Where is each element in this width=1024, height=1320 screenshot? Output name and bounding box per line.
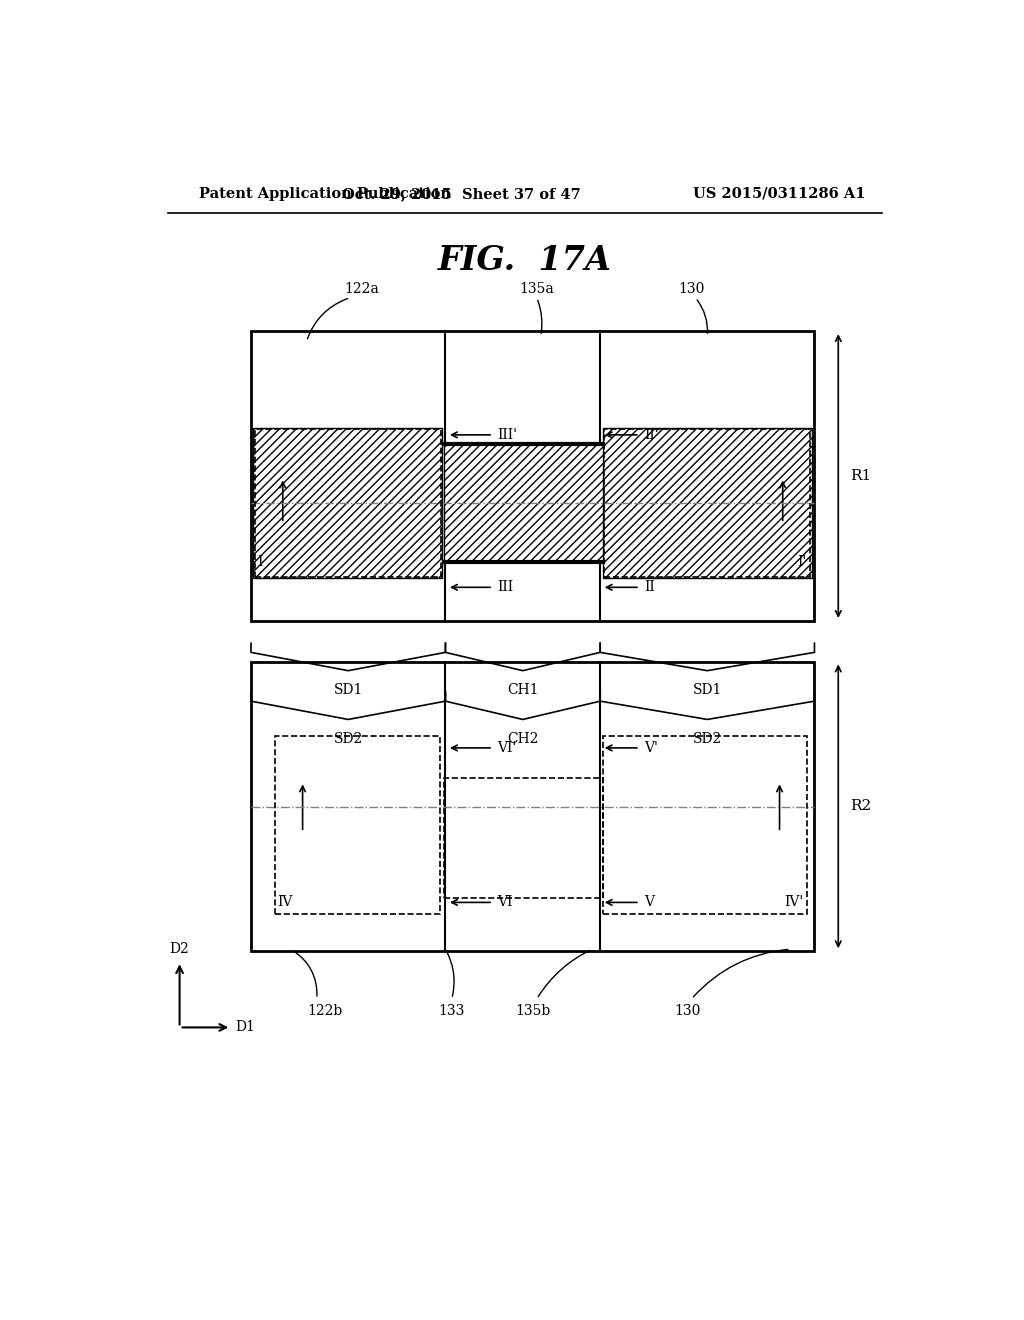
Text: SD2: SD2 bbox=[334, 733, 362, 746]
Text: 135a: 135a bbox=[519, 281, 554, 296]
Text: 130: 130 bbox=[678, 281, 705, 296]
Text: 130: 130 bbox=[674, 1005, 700, 1018]
Text: II': II' bbox=[644, 428, 658, 442]
Text: CH1: CH1 bbox=[507, 684, 539, 697]
Text: V: V bbox=[644, 895, 654, 909]
Text: IV': IV' bbox=[784, 895, 804, 908]
Text: CH2: CH2 bbox=[507, 733, 539, 746]
Text: V': V' bbox=[644, 741, 657, 755]
Text: SD1: SD1 bbox=[692, 684, 722, 697]
Bar bbox=[443, 444, 602, 562]
Text: 122a: 122a bbox=[345, 281, 380, 296]
Text: IV: IV bbox=[278, 895, 293, 908]
Text: 122b: 122b bbox=[307, 1005, 342, 1018]
Text: I': I' bbox=[798, 554, 807, 569]
Bar bbox=[251, 331, 814, 620]
Text: 133: 133 bbox=[438, 1005, 465, 1018]
Bar bbox=[443, 779, 602, 899]
Bar bbox=[602, 735, 807, 913]
Text: R1: R1 bbox=[850, 469, 871, 483]
Text: VI: VI bbox=[497, 895, 512, 909]
Text: II: II bbox=[644, 581, 654, 594]
Text: 135b: 135b bbox=[515, 1005, 550, 1018]
Bar bbox=[255, 429, 440, 577]
Text: III: III bbox=[497, 581, 513, 594]
Text: VI': VI' bbox=[497, 741, 516, 755]
Text: R2: R2 bbox=[850, 800, 871, 813]
Text: SD2: SD2 bbox=[692, 733, 722, 746]
Text: I: I bbox=[257, 554, 263, 569]
Text: Oct. 29, 2015  Sheet 37 of 47: Oct. 29, 2015 Sheet 37 of 47 bbox=[342, 187, 581, 201]
Bar bbox=[604, 429, 811, 577]
Text: D1: D1 bbox=[236, 1020, 255, 1035]
Bar bbox=[251, 661, 814, 952]
Bar bbox=[602, 428, 812, 578]
Text: SD1: SD1 bbox=[334, 684, 362, 697]
Bar bbox=[274, 735, 440, 913]
Text: US 2015/0311286 A1: US 2015/0311286 A1 bbox=[692, 187, 865, 201]
Text: III': III' bbox=[497, 428, 517, 442]
Bar bbox=[253, 428, 442, 578]
Text: D2: D2 bbox=[170, 942, 189, 956]
Text: FIG.  17A: FIG. 17A bbox=[438, 244, 611, 277]
Text: Patent Application Publication: Patent Application Publication bbox=[200, 187, 452, 201]
